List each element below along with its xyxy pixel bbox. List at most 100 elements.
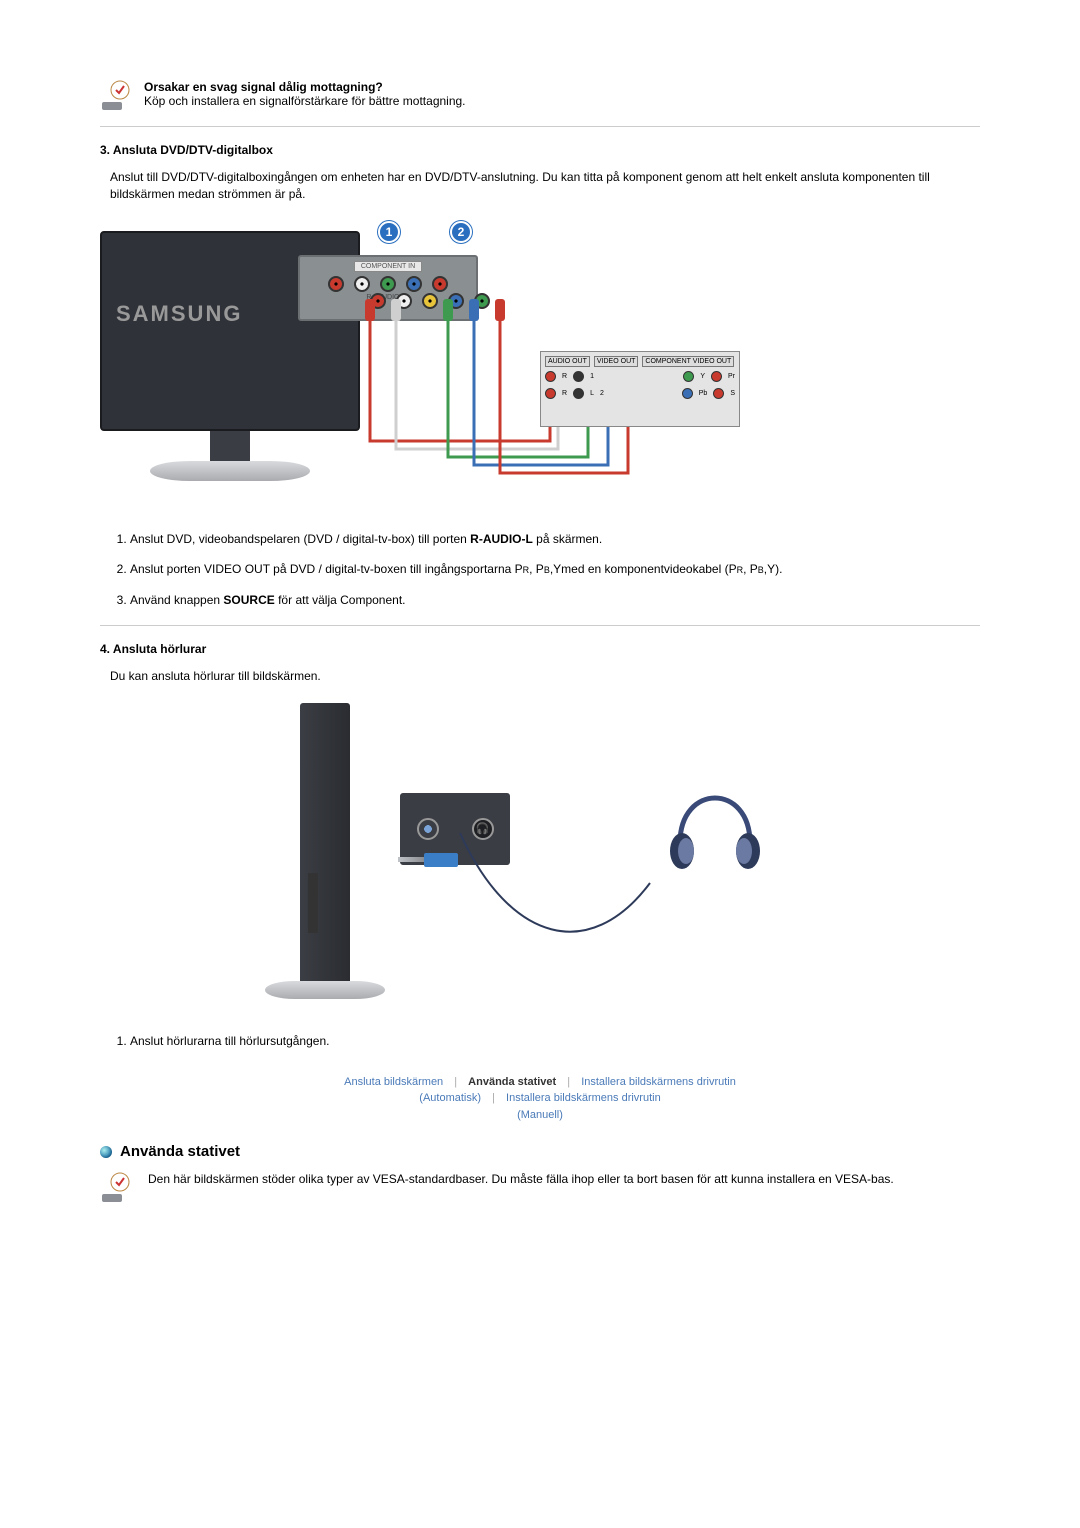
nav-sep-1: | [454,1076,457,1088]
tip-icon [100,80,132,112]
s4-step-1: Anslut hörlurarna till hörlursutgången. [130,1033,980,1050]
bb-y: Y [700,373,705,380]
top-jack-row [328,276,448,292]
callout-1: 1 [378,221,400,243]
dvd-connection-diagram: 1 2 SAMSUNG COMPONENT IN R - AUDIO - L [100,221,740,501]
nav-driver-manual-sub: (Manuell) [517,1109,563,1121]
bb-n1: 1 [590,373,594,380]
backbox-headers: AUDIO OUT VIDEO OUT COMPONENT VIDEO OUT [545,356,735,367]
s3-1-bold: R-AUDIO-L [470,532,533,546]
bb-j-l [573,371,584,382]
headphone-diagram: 🎧 [300,703,780,1003]
s3-2-mid3: , P [743,562,758,576]
divider-2 [100,625,980,626]
monitor-side-stand [265,981,385,999]
hp-port-plugged [417,818,439,840]
monitor-side [300,703,350,993]
plug-white-top [391,299,401,321]
audio-plug [398,853,458,867]
bb-j-s [713,388,724,399]
bb-comp-out: COMPONENT VIDEO OUT [642,356,734,367]
monitor-back: SAMSUNG COMPONENT IN R - AUDIO - L [100,231,360,481]
bb-s: S [730,390,735,397]
s4-steps: Anslut hörlurarna till hörlursutgången. [130,1033,980,1050]
rca-audio-l [354,276,370,292]
s3-figure: 1 2 SAMSUNG COMPONENT IN R - AUDIO - L [100,221,980,501]
bb-video-out: VIDEO OUT [594,356,639,367]
bb-j-l2 [573,388,584,399]
nav-sep-2: | [567,1076,570,1088]
nav-stand[interactable]: Använda stativet [468,1076,556,1088]
rca-y [380,276,396,292]
nav-sep-3: | [492,1092,495,1104]
s3-1-post: på skärmen. [533,532,602,546]
plug-tip [398,857,424,862]
nav-driver-auto-main: Installera bildskärmens drivrutin [581,1076,736,1088]
tip-text-block: Orsakar en svag signal dålig mottagning?… [144,80,466,108]
nav-driver-manual-main: Installera bildskärmens drivrutin [506,1092,661,1104]
tip-text: Köp och installera en signalförstärkare … [144,94,466,108]
bb-row-1: R 1 Y Pr [545,371,735,382]
nav-connect[interactable]: Ansluta bildskärmen [344,1076,443,1088]
nav-driver-auto-sub: (Automatisk) [419,1092,481,1104]
s5-note-row: Den här bildskärmen stöder olika typer a… [100,1172,980,1204]
s3-heading: 3. Ansluta DVD/DTV-digitalbox [100,143,980,157]
rca2-y [422,293,438,309]
bb-r2: R [562,390,567,397]
s5-note-text: Den här bildskärmen stöder olika typer a… [148,1172,894,1186]
s3-2-mid1: , P [529,562,544,576]
plug-red-top [365,299,375,321]
side-jack-2 [308,899,316,907]
bb-row-2: R L 2 Pb S [545,388,735,399]
rca-audio-r [328,276,344,292]
bb-j-pb [682,388,693,399]
plug-green-top [443,299,453,321]
s4-figure: 🎧 [100,703,980,1003]
bb-pr: Pr [728,373,735,380]
s3-2-pre: Anslut porten VIDEO OUT på DVD / digital… [130,562,523,576]
panel-label: COMPONENT IN [354,261,422,272]
s5-heading-row: Använda stativet [100,1143,980,1160]
section-nav: Ansluta bildskärmen | Använda stativet |… [100,1074,980,1124]
plug-red2-top [495,299,505,321]
nav-driver-manual[interactable]: Installera bildskärmens drivrutin (Manue… [506,1092,661,1121]
s3-step-1: Anslut DVD, videobandspelaren (DVD / dig… [130,531,980,548]
bb-n2: 2 [600,390,604,397]
s5-heading: Använda stativet [120,1143,240,1160]
headphones-image [660,773,770,883]
tip-row: Orsakar en svag signal dålig mottagning?… [100,80,980,112]
bb-j-y [683,371,694,382]
rca-pb [406,276,422,292]
side-jacks [308,886,316,933]
bb-audio-out: AUDIO OUT [545,356,590,367]
note-icon [100,1172,132,1204]
rca-pr [432,276,448,292]
divider [100,126,980,127]
s3-2-mid2: ,Ymed en komponentvideokabel (P [550,562,737,576]
s3-1-pre: Anslut DVD, videobandspelaren (DVD / dig… [130,532,470,546]
side-jack-1 [308,886,316,894]
bb-l: L [590,390,594,397]
s3-3-pre: Använd knappen [130,593,223,607]
tip-title: Orsakar en svag signal dålig mottagning? [144,80,466,94]
s4-heading: 4. Ansluta hörlurar [100,642,980,656]
headphone-cord [450,823,680,973]
bb-r: R [562,373,567,380]
brand-logo: SAMSUNG [116,301,242,327]
plug-blue-top [469,299,479,321]
s3-3-bold: SOURCE [223,593,274,607]
bullet-icon [100,1146,112,1158]
bb-pb: Pb [699,390,708,397]
s3-3-post: för att välja Component. [275,593,406,607]
bb-j-r [545,371,556,382]
s3-step-3: Använd knappen SOURCE för att välja Comp… [130,592,980,609]
bb-j-r2 [545,388,556,399]
bb-j-pr [711,371,722,382]
s3-2-post: ,Y). [764,562,783,576]
s4-intro: Du kan ansluta hörlurar till bildskärmen… [110,668,980,685]
side-jack-4 [308,925,316,933]
callout-2: 2 [450,221,472,243]
stand-base [150,461,310,481]
side-jack-3 [308,912,316,920]
s3-steps: Anslut DVD, videobandspelaren (DVD / dig… [130,531,980,609]
